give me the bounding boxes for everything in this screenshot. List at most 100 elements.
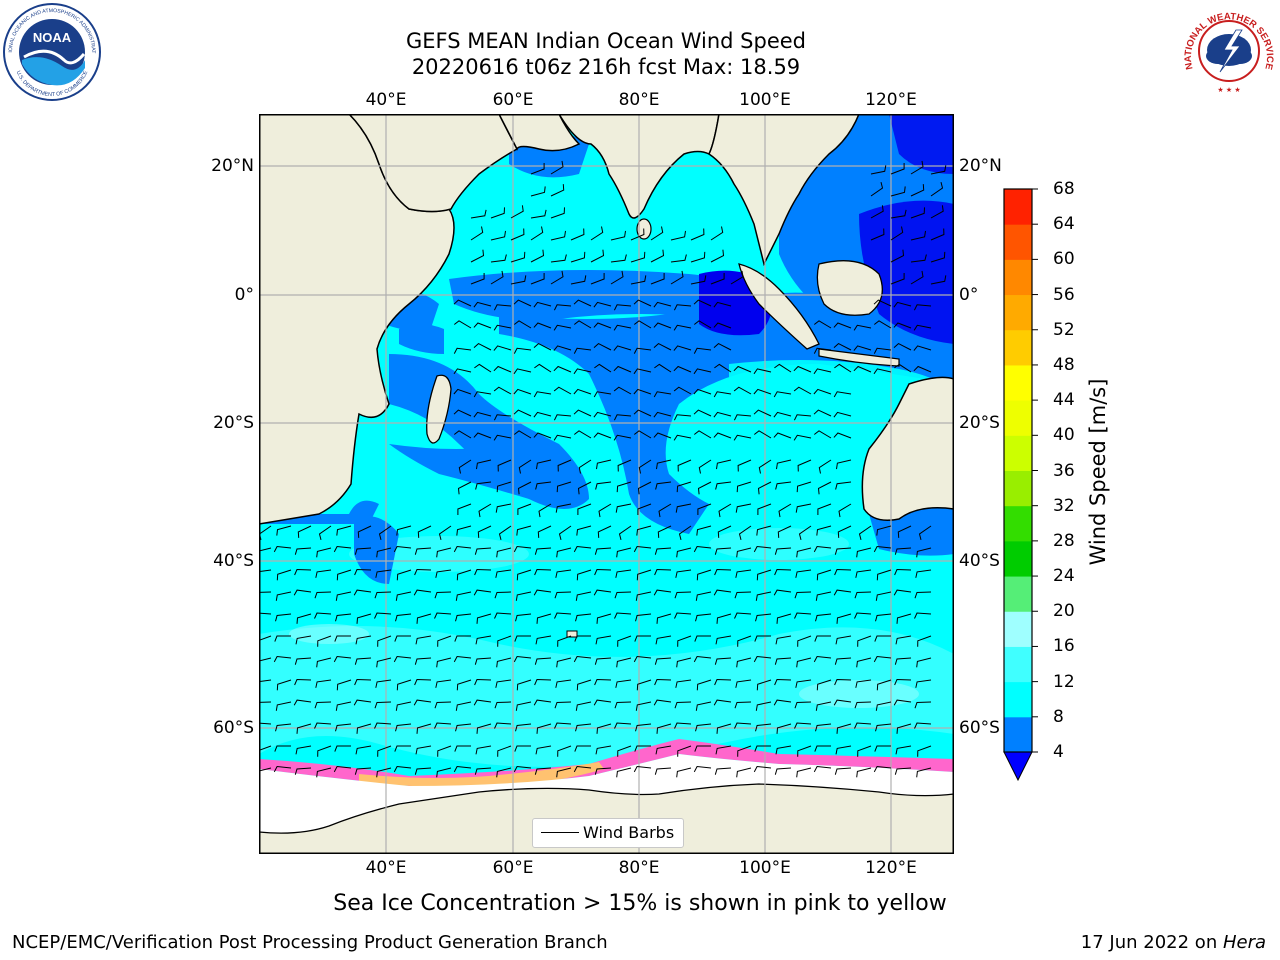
wind-barb (314, 591, 332, 599)
svg-text:★ ★ ★: ★ ★ ★ (1217, 86, 1240, 94)
lon-label-bottom-100e: 100°E (739, 858, 791, 878)
wind-barb (633, 368, 652, 375)
wind-barb (555, 569, 572, 578)
wind-barb (833, 589, 852, 596)
wind-barb (695, 591, 712, 601)
wind-barb (376, 767, 392, 778)
wind-barb (875, 591, 892, 601)
wind-barb (594, 363, 612, 373)
wind-barb (570, 275, 587, 285)
wind-barb (578, 459, 592, 474)
wind-barb-legend-line (541, 832, 579, 833)
wind-barb (474, 767, 492, 775)
colorbar-segment (1004, 505, 1032, 542)
wind-barb (536, 723, 552, 734)
wind-barb (654, 678, 672, 686)
footer-date: 17 Jun 2022 on Hera (1081, 932, 1266, 954)
wind-barb (553, 345, 572, 351)
wind-barb (296, 613, 312, 624)
wind-barb (456, 525, 472, 536)
lat-label-left-0: 0° (234, 285, 254, 305)
wind-barb (574, 745, 591, 752)
wind-barb (674, 612, 692, 619)
wind-barb (514, 745, 531, 752)
wind-barb (635, 723, 652, 732)
wind-barb (375, 679, 392, 688)
wind-barb (693, 430, 712, 439)
wind-barb (533, 322, 552, 329)
wind-barb (710, 226, 724, 241)
wind-barb (259, 569, 272, 573)
wind-barb (736, 767, 752, 778)
wind-barb (554, 612, 572, 619)
wind-barb (356, 613, 372, 624)
wind-barb (754, 745, 771, 752)
wind-barb (554, 591, 572, 599)
wind-barb (835, 635, 852, 645)
wind-barb (335, 613, 352, 622)
colorbar-tick-label: 28 (1053, 530, 1075, 551)
wind-barb (534, 568, 552, 576)
graticule (259, 114, 954, 854)
wind-barb (653, 342, 672, 351)
wind-barb (834, 547, 852, 555)
wind-barb (794, 591, 812, 599)
wind-barb (573, 655, 592, 663)
wind-barb (634, 745, 651, 752)
wind-barb (294, 657, 312, 665)
wind-barb (335, 591, 352, 601)
wind-barb (757, 481, 772, 495)
wind-barb (833, 432, 852, 439)
wind-barb (897, 525, 912, 538)
wind-barb (834, 767, 852, 775)
wind-barb (593, 432, 612, 439)
wind-barb (493, 414, 512, 421)
wind-barb (353, 589, 372, 596)
wind-barb (275, 701, 292, 711)
wind-barb (513, 388, 532, 395)
wind-barb (818, 459, 832, 474)
wind-barb (758, 459, 772, 474)
wind-barb (590, 249, 605, 263)
wind-barb (930, 228, 945, 241)
wind-barb (493, 324, 512, 331)
wind-barb (714, 547, 732, 555)
wind-barb (437, 635, 452, 647)
wind-barb (336, 569, 352, 581)
wind-barb (636, 569, 652, 581)
wind-barb (658, 503, 672, 518)
wind-barb (436, 767, 452, 778)
wind-barb (335, 701, 352, 711)
wind-barb (816, 525, 832, 536)
wind-barb (616, 767, 632, 778)
wind-barb (813, 320, 832, 329)
wind-barb (653, 589, 672, 596)
wind-barb (415, 635, 432, 645)
wind-barb (473, 411, 492, 418)
wind-barb (534, 657, 552, 665)
wind-barb (454, 635, 471, 642)
wind-barb (316, 657, 332, 668)
wind-barb (436, 657, 452, 668)
wind-barb (455, 591, 472, 601)
lon-label-top-120e: 120°E (865, 90, 917, 110)
wind-barb (378, 525, 392, 541)
wind-barb (574, 635, 591, 642)
wind-barb (673, 345, 692, 351)
wind-barb (490, 270, 504, 285)
wind-barb (517, 503, 532, 515)
footer-date-text: 17 Jun 2022 on (1080, 932, 1223, 953)
lat-label-right-40s: 40°S (959, 551, 1000, 571)
wind-barb (857, 745, 872, 757)
wind-barb (656, 459, 672, 470)
wind-barb (654, 767, 672, 775)
wind-barb (895, 635, 912, 645)
wind-barb (675, 569, 692, 578)
wind-barb (653, 322, 672, 329)
colorbar-tick-label: 20 (1053, 601, 1075, 622)
wind-barb (775, 481, 792, 490)
colorbar-segment (1004, 189, 1032, 225)
colorbar-segment (1004, 470, 1032, 507)
wind-barb (394, 635, 411, 642)
wind-barb (530, 226, 544, 241)
